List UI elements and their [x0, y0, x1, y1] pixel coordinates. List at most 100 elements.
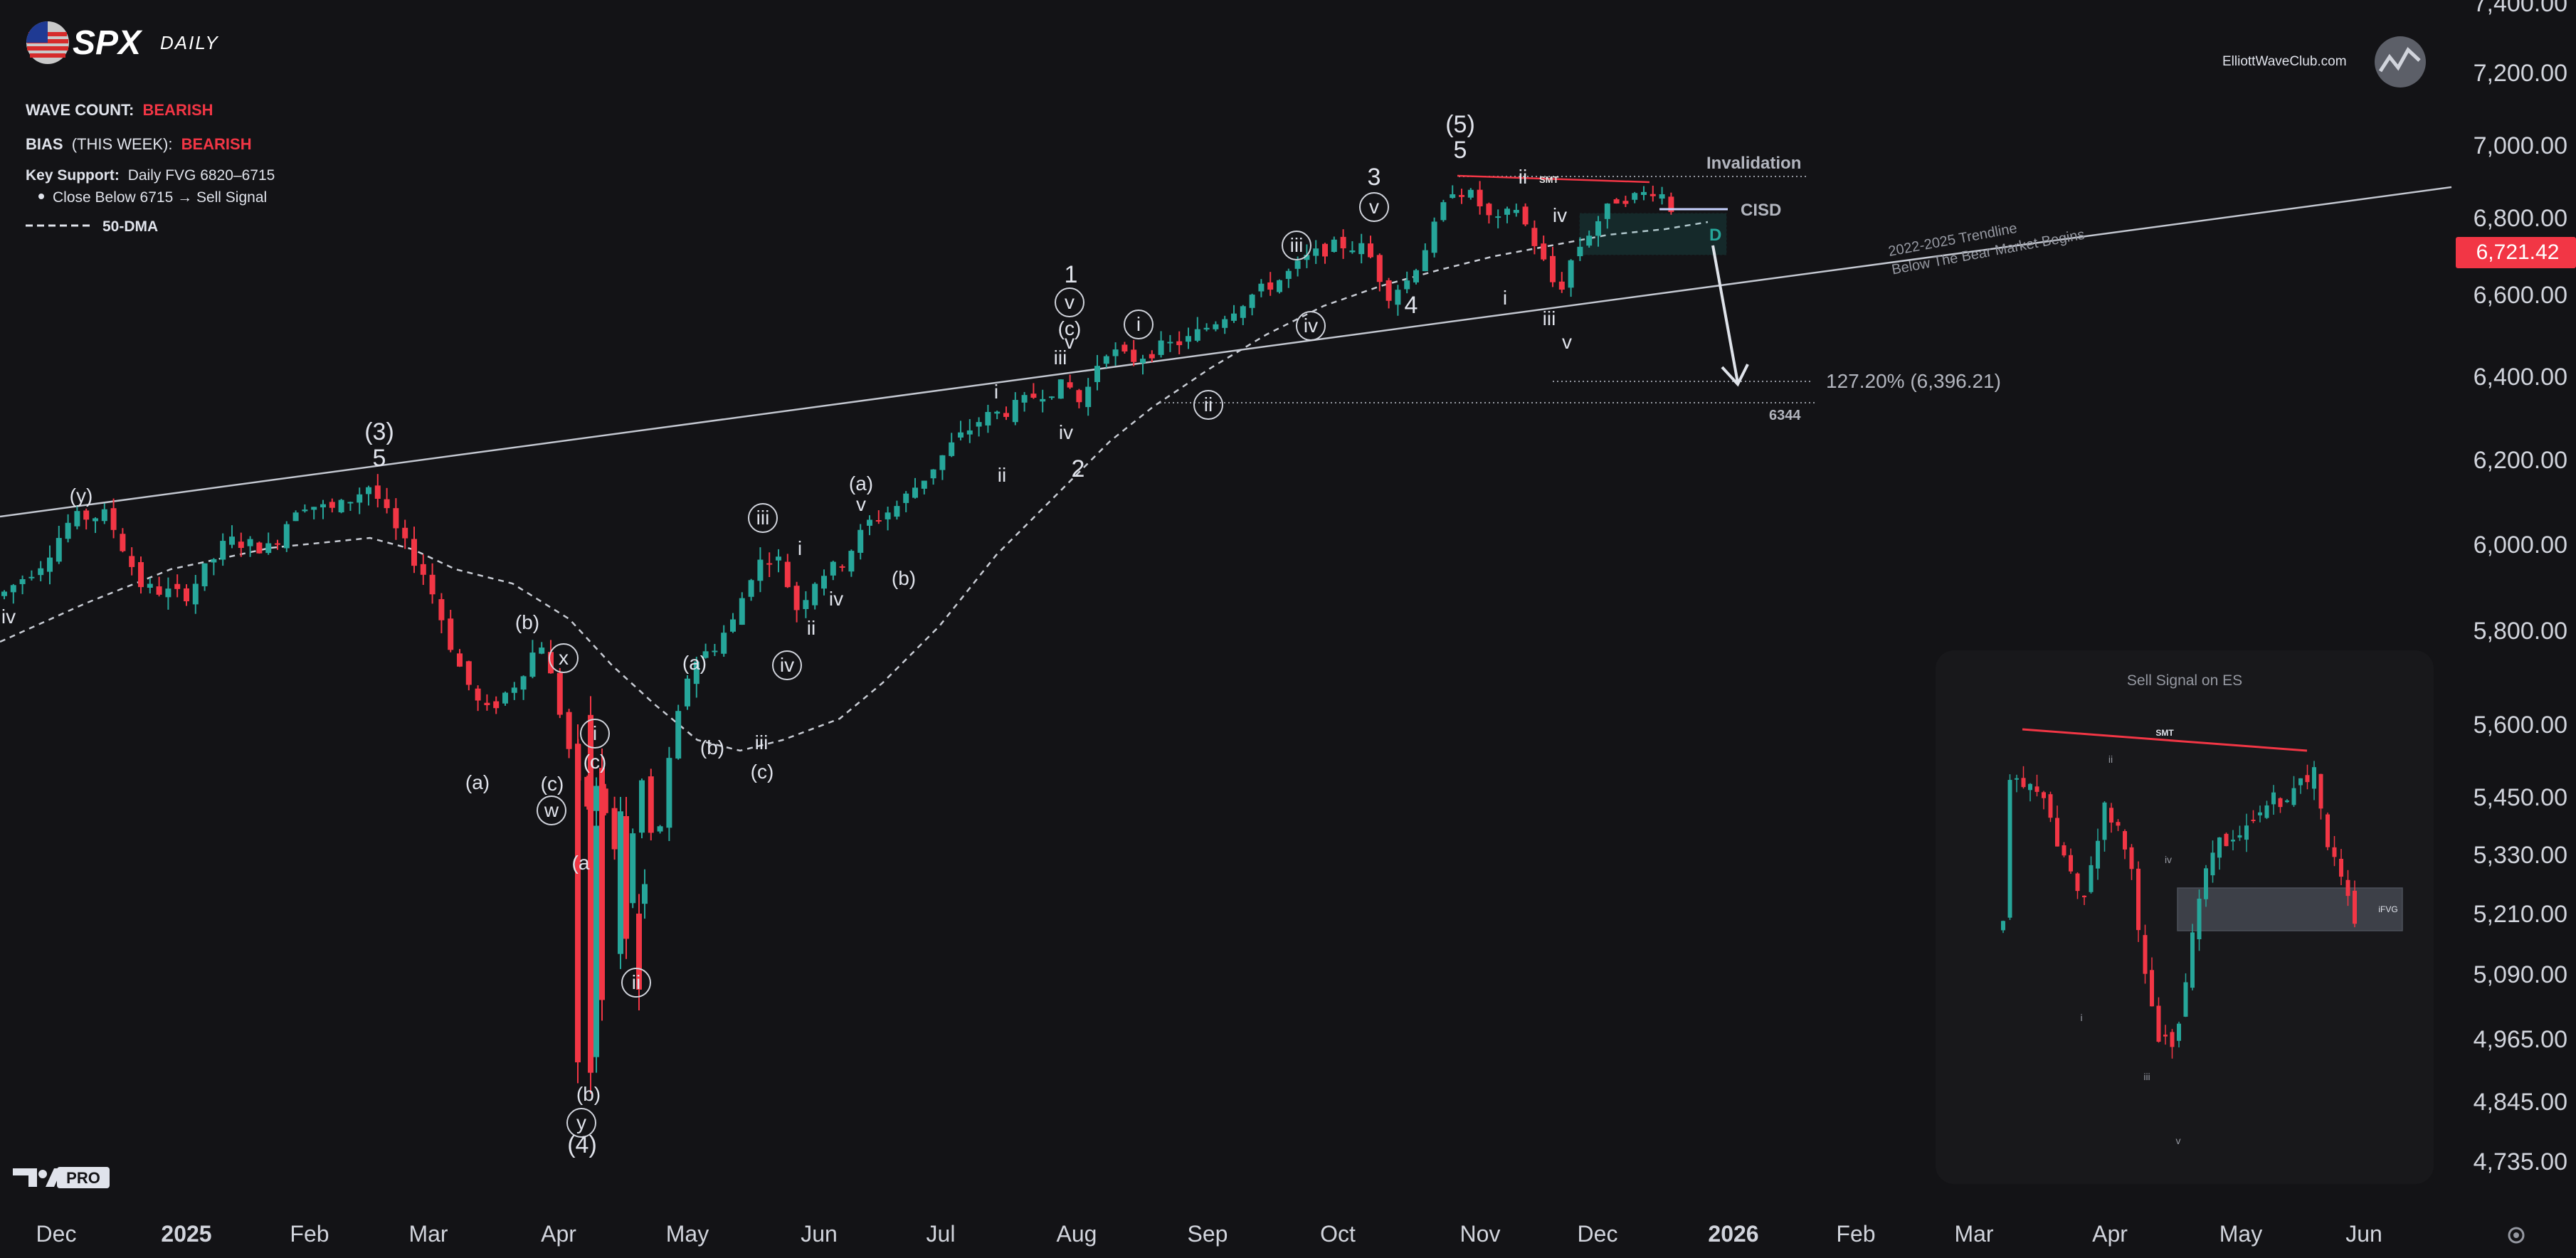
inset-candle-body	[2150, 970, 2154, 1007]
wave-label: (a)	[849, 472, 873, 495]
inset-candle-body	[2244, 825, 2249, 840]
candle-body	[666, 758, 672, 828]
bias-label: BIAS	[26, 135, 63, 153]
candle-body	[593, 825, 599, 1057]
candle-body	[110, 508, 117, 530]
candle-body	[201, 563, 208, 586]
bullet-text: Close Below 6715 → Sell Signal	[53, 189, 267, 206]
price-tick-label: 4,965.00	[2474, 1026, 2567, 1053]
inset-ifvg-box	[2177, 887, 2403, 931]
wave-label: ii	[1519, 166, 1527, 188]
candle-body	[347, 502, 354, 504]
candle-body	[1085, 386, 1092, 408]
candle-body	[1495, 216, 1501, 218]
inset-wave-label: i	[2080, 1012, 2082, 1023]
inset-candle-body	[2231, 840, 2235, 842]
candle-body	[311, 507, 317, 510]
wave-label: i	[1136, 313, 1141, 335]
candle-body	[848, 551, 855, 572]
wave-label: (5)	[1445, 111, 1475, 138]
inset-candle-body	[2096, 840, 2100, 869]
wave-label: 4	[1405, 292, 1418, 319]
inset-candle-body	[2190, 932, 2195, 988]
inset-candle-body	[2318, 773, 2323, 809]
time-tick-label: Mar	[408, 1221, 448, 1247]
candle-body	[994, 411, 1001, 414]
candle-body	[776, 556, 781, 561]
candle-body	[1385, 280, 1392, 301]
inset-candle-body	[2305, 775, 2310, 783]
candle-body	[939, 455, 946, 470]
candle-body	[921, 480, 927, 489]
wave-label: iv	[780, 654, 794, 676]
price-tick-label: 5,450.00	[2474, 784, 2567, 811]
projection-arrow	[1711, 245, 1749, 387]
time-tick-label: Aug	[1057, 1221, 1097, 1247]
inset-candle-body	[2326, 814, 2330, 847]
candle-body	[275, 543, 280, 545]
candle-body	[548, 652, 554, 674]
wave-label: (a)	[465, 771, 490, 793]
candle-body	[912, 487, 918, 498]
candle-body	[1541, 243, 1547, 260]
candle-body	[1067, 382, 1073, 388]
candle-body	[329, 502, 335, 508]
candle-body	[812, 583, 818, 606]
candle-body	[174, 583, 181, 589]
key-support-line: Key Support: Daily FVG 6820–6715	[26, 167, 275, 184]
candle-body	[793, 586, 800, 610]
settings-gear-icon[interactable]	[2508, 1227, 2525, 1244]
time-tick-label: Dec	[1578, 1221, 1618, 1247]
inset-candle-body	[2264, 805, 2269, 818]
candle-body	[1422, 250, 1428, 272]
price-tick-label: 6,600.00	[2474, 282, 2567, 309]
candle-body	[74, 511, 80, 527]
time-tick-label: 2025	[161, 1221, 211, 1247]
candle-body	[1622, 201, 1629, 204]
inset-candle-body	[2197, 899, 2202, 939]
candle-body	[685, 678, 690, 707]
candle-body	[1258, 283, 1265, 292]
inset-candle-body	[2034, 786, 2039, 792]
candle-body	[448, 618, 454, 650]
header-block: SPX DAILY WAVE COUNT: BEARISH BIAS (THIS…	[26, 21, 275, 235]
candle-body	[949, 442, 955, 456]
candle-body	[1376, 255, 1383, 282]
candle-body	[803, 600, 809, 609]
price-axis[interactable]: 7,400.00 7,200.00 7,000.00 6,800.00 6,600.00…	[2474, 0, 2567, 1175]
candle-body	[47, 557, 53, 572]
fvg-label: D	[1709, 226, 1721, 245]
candle-body	[457, 653, 463, 667]
candle-body	[630, 833, 636, 904]
candle-body	[757, 559, 764, 581]
candle-body	[120, 534, 126, 551]
candle-body	[1586, 236, 1593, 246]
inset-candle-body	[2028, 783, 2032, 791]
candle-body	[1404, 280, 1410, 290]
inset-candle-body	[2339, 858, 2343, 877]
time-tick-label: Oct	[1320, 1221, 1356, 1247]
inset-candle-body	[2075, 873, 2080, 892]
candle-body	[857, 529, 864, 553]
wave-label: i	[1503, 287, 1507, 309]
candle-body	[247, 539, 253, 546]
candle-body	[420, 564, 426, 575]
price-tick-label: 6,400.00	[2474, 364, 2567, 391]
inset-wave-label: iv	[2165, 854, 2172, 865]
inset-candle-body	[2109, 808, 2113, 823]
inset-candle-body	[2312, 767, 2316, 789]
candle-body	[529, 652, 536, 677]
wave-label: iii	[756, 507, 770, 529]
inset-candle-body	[2021, 778, 2026, 788]
time-axis[interactable]: Dec 2025 Feb Mar Apr May Jun Jul Aug Sep Oct Nov Dec…	[36, 1221, 2382, 1247]
candle-body	[1358, 243, 1365, 255]
inset-candle-body	[2258, 812, 2262, 815]
candle-body	[1176, 341, 1183, 346]
time-tick-label: Apr	[541, 1221, 576, 1247]
candle-body	[1431, 221, 1437, 253]
candle-body	[1467, 189, 1474, 198]
candle-body	[623, 816, 629, 939]
wave-label: (b)	[515, 611, 539, 633]
candle-body	[1522, 206, 1529, 225]
